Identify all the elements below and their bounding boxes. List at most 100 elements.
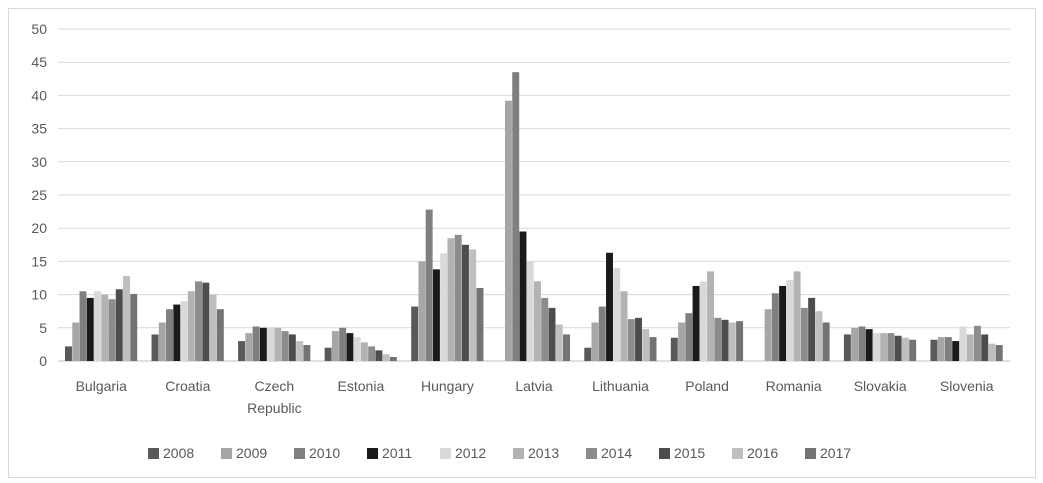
bar-slovenia-2013 bbox=[966, 334, 974, 361]
bar-czech-republic-2016 bbox=[296, 341, 304, 361]
legend-swatch-2016 bbox=[732, 448, 743, 459]
x-tick-label: Hungary bbox=[421, 378, 474, 394]
bar-slovenia-2011 bbox=[952, 341, 960, 361]
y-tick-label: 0 bbox=[39, 353, 47, 369]
legend-label: 2009 bbox=[236, 445, 267, 461]
bar-slovakia-2016 bbox=[901, 337, 909, 361]
x-tick-label: Latvia bbox=[515, 378, 553, 394]
bar-czech-republic-2014 bbox=[281, 331, 289, 361]
x-tick-label: Romania bbox=[766, 378, 822, 394]
y-tick-label: 25 bbox=[31, 187, 47, 203]
bar-slovakia-2010 bbox=[858, 326, 866, 361]
bar-croatia-2011 bbox=[173, 304, 181, 361]
bar-slovakia-2008 bbox=[843, 334, 851, 361]
bar-poland-2014 bbox=[714, 317, 722, 361]
bar-slovakia-2013 bbox=[880, 333, 888, 361]
bar-romania-2016 bbox=[815, 311, 823, 361]
bar-croatia-2009 bbox=[158, 322, 166, 361]
bar-slovenia-2014 bbox=[973, 325, 981, 361]
legend-swatch-2011 bbox=[367, 448, 378, 459]
bar-poland-2011 bbox=[692, 285, 700, 361]
bar-latvia-2016 bbox=[555, 324, 563, 361]
bar-poland-2009 bbox=[678, 322, 686, 361]
bar-czech-republic-2008 bbox=[238, 341, 246, 361]
y-tick-label: 20 bbox=[31, 220, 47, 236]
legend-swatch-2017 bbox=[805, 448, 816, 459]
bar-czech-republic-2010 bbox=[252, 326, 260, 361]
y-tick-label: 35 bbox=[31, 121, 47, 137]
bar-hungary-2008 bbox=[411, 306, 419, 361]
bar-estonia-2010 bbox=[339, 327, 347, 361]
x-tick-label: Poland bbox=[685, 378, 729, 394]
y-tick-label: 40 bbox=[31, 87, 47, 103]
bar-bulgaria-2012 bbox=[94, 291, 101, 361]
bar-lithuania-2008 bbox=[584, 347, 592, 361]
bar-lithuania-2012 bbox=[613, 268, 621, 361]
bar-slovakia-2014 bbox=[887, 333, 895, 361]
legend-swatch-2012 bbox=[440, 448, 451, 459]
legend-label: 2010 bbox=[309, 445, 340, 461]
bar-hungary-2016 bbox=[469, 249, 477, 361]
legend-swatch-2015 bbox=[659, 448, 670, 459]
bar-poland-2015 bbox=[721, 319, 729, 361]
bar-lithuania-2016 bbox=[642, 329, 650, 361]
bar-slovenia-2010 bbox=[944, 337, 952, 361]
x-tick-label: Slovenia bbox=[940, 378, 994, 394]
legend-label: 2015 bbox=[674, 445, 705, 461]
bar-croatia-2012 bbox=[180, 301, 188, 361]
bar-poland-2017 bbox=[736, 321, 744, 361]
y-axis: 0 5 10 15 20 25 30 35 40 45 50 bbox=[31, 21, 47, 369]
y-tick-label: 50 bbox=[31, 21, 47, 37]
bar-bulgaria-2008 bbox=[65, 346, 72, 361]
legend-swatch-2014 bbox=[586, 448, 597, 459]
bar-slovakia-2009 bbox=[851, 327, 859, 361]
bar-croatia-2015 bbox=[202, 282, 210, 361]
bar-latvia-2010 bbox=[512, 72, 520, 361]
bar-bulgaria-2011 bbox=[86, 297, 94, 361]
bar-slovenia-2015 bbox=[981, 334, 989, 361]
legend: 2008 2009 2010 2011 2012 2013 2014 2015 2016 2017 bbox=[148, 445, 851, 461]
bar-romania-2017 bbox=[822, 322, 830, 361]
bar-bulgaria-2016 bbox=[123, 276, 130, 361]
bar-slovakia-2011 bbox=[865, 329, 873, 361]
legend-label: 2008 bbox=[163, 445, 194, 461]
bar-bulgaria-2017 bbox=[130, 293, 138, 361]
bar-latvia-2011 bbox=[519, 231, 527, 361]
legend-swatch-2008 bbox=[148, 448, 159, 459]
y-tick-label: 45 bbox=[31, 54, 47, 70]
bar-hungary-2011 bbox=[432, 269, 440, 361]
bar-bulgaria-2015 bbox=[115, 289, 123, 361]
bar-slovenia-2009 bbox=[937, 337, 945, 361]
x-tick-label: Czech bbox=[255, 378, 295, 394]
bar-estonia-2014 bbox=[368, 346, 376, 361]
bar-lithuania-2013 bbox=[620, 291, 628, 361]
bar-hungary-2014 bbox=[454, 234, 462, 361]
bar-romania-2015 bbox=[808, 297, 816, 361]
legend-label: 2011 bbox=[382, 445, 412, 461]
bar-poland-2016 bbox=[728, 322, 736, 361]
bar-latvia-2013 bbox=[534, 281, 541, 361]
x-tick-label: Slovakia bbox=[854, 378, 907, 394]
bar-croatia-2014 bbox=[195, 281, 203, 361]
legend-label: 2016 bbox=[747, 445, 778, 461]
bar-croatia-2008 bbox=[151, 334, 159, 361]
legend-label: 2014 bbox=[601, 445, 632, 461]
bar-poland-2008 bbox=[670, 337, 678, 361]
bar-bulgaria-2010 bbox=[79, 291, 87, 361]
y-tick-label: 5 bbox=[39, 320, 47, 336]
bar-poland-2013 bbox=[707, 271, 715, 361]
bar-romania-2010 bbox=[771, 293, 779, 361]
bar-romania-2014 bbox=[800, 307, 808, 361]
bar-romania-2012 bbox=[786, 279, 794, 361]
bar-croatia-2017 bbox=[216, 309, 224, 361]
bar-estonia-2011 bbox=[346, 333, 354, 361]
bar-hungary-2012 bbox=[440, 253, 448, 361]
bar-slovakia-2012 bbox=[872, 333, 880, 361]
bar-croatia-2016 bbox=[209, 294, 217, 361]
y-tick-label: 15 bbox=[31, 253, 47, 269]
bar-romania-2013 bbox=[793, 271, 801, 361]
bar-romania-2009 bbox=[764, 309, 772, 361]
bar-romania-2011 bbox=[779, 285, 787, 361]
bar-slovenia-2008 bbox=[930, 339, 938, 361]
